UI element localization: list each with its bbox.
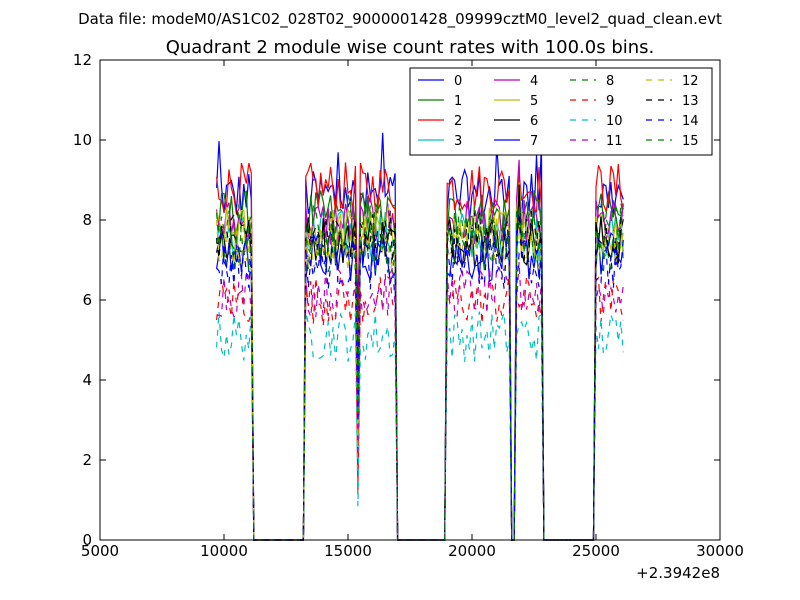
x-tick-label: 5000 <box>81 542 119 560</box>
legend-label-10: 10 <box>606 114 623 129</box>
legend-label-9: 9 <box>606 94 614 109</box>
y-tick-label: 6 <box>82 291 92 309</box>
series-line-8 <box>216 206 624 541</box>
y-tick-label: 8 <box>82 211 92 229</box>
x-offset-label: +2.3942e8 <box>636 564 720 582</box>
plot-lines <box>216 132 624 541</box>
figure-suptitle: Data file: modeM0/AS1C02_028T02_90000014… <box>78 10 722 29</box>
series-line-10 <box>216 311 624 541</box>
chart-title: Quadrant 2 module wise count rates with … <box>166 37 655 58</box>
y-tick-label: 0 <box>82 531 92 549</box>
legend-label-3: 3 <box>454 134 462 149</box>
y-tick-label: 4 <box>82 371 92 389</box>
legend-label-5: 5 <box>530 94 538 109</box>
series-line-0 <box>216 132 624 541</box>
series-line-7 <box>216 211 624 541</box>
series-line-3 <box>216 211 624 541</box>
legend-label-8: 8 <box>606 74 614 89</box>
legend-label-12: 12 <box>682 74 699 89</box>
legend-label-15: 15 <box>682 134 699 149</box>
series-line-4 <box>216 159 624 541</box>
x-tick-label: 15000 <box>324 542 372 560</box>
series-line-11 <box>216 261 624 541</box>
y-tick-label: 2 <box>82 451 92 469</box>
series-line-6 <box>216 184 624 541</box>
legend-label-13: 13 <box>682 94 699 109</box>
x-tick-label: 25000 <box>572 542 620 560</box>
legend-label-4: 4 <box>530 74 538 89</box>
x-tick-label: 10000 <box>200 542 248 560</box>
legend-label-1: 1 <box>454 94 462 109</box>
series-line-13 <box>216 208 624 541</box>
legend-label-6: 6 <box>530 114 538 129</box>
series-line-12 <box>216 217 624 541</box>
series-line-15 <box>216 202 624 541</box>
legend-label-11: 11 <box>606 134 623 149</box>
legend-label-14: 14 <box>682 114 699 129</box>
y-tick-label: 12 <box>73 51 92 69</box>
x-tick-label: 30000 <box>696 542 744 560</box>
x-tick-label: 20000 <box>448 542 496 560</box>
legend-label-7: 7 <box>530 134 538 149</box>
legend-label-0: 0 <box>454 74 462 89</box>
legend-label-2: 2 <box>454 114 462 129</box>
series-line-9 <box>216 274 624 541</box>
series-line-5 <box>216 182 624 541</box>
series-line-2 <box>216 162 624 541</box>
series-line-14 <box>216 237 624 541</box>
y-tick-label: 10 <box>73 131 92 149</box>
series-line-1 <box>216 190 624 541</box>
